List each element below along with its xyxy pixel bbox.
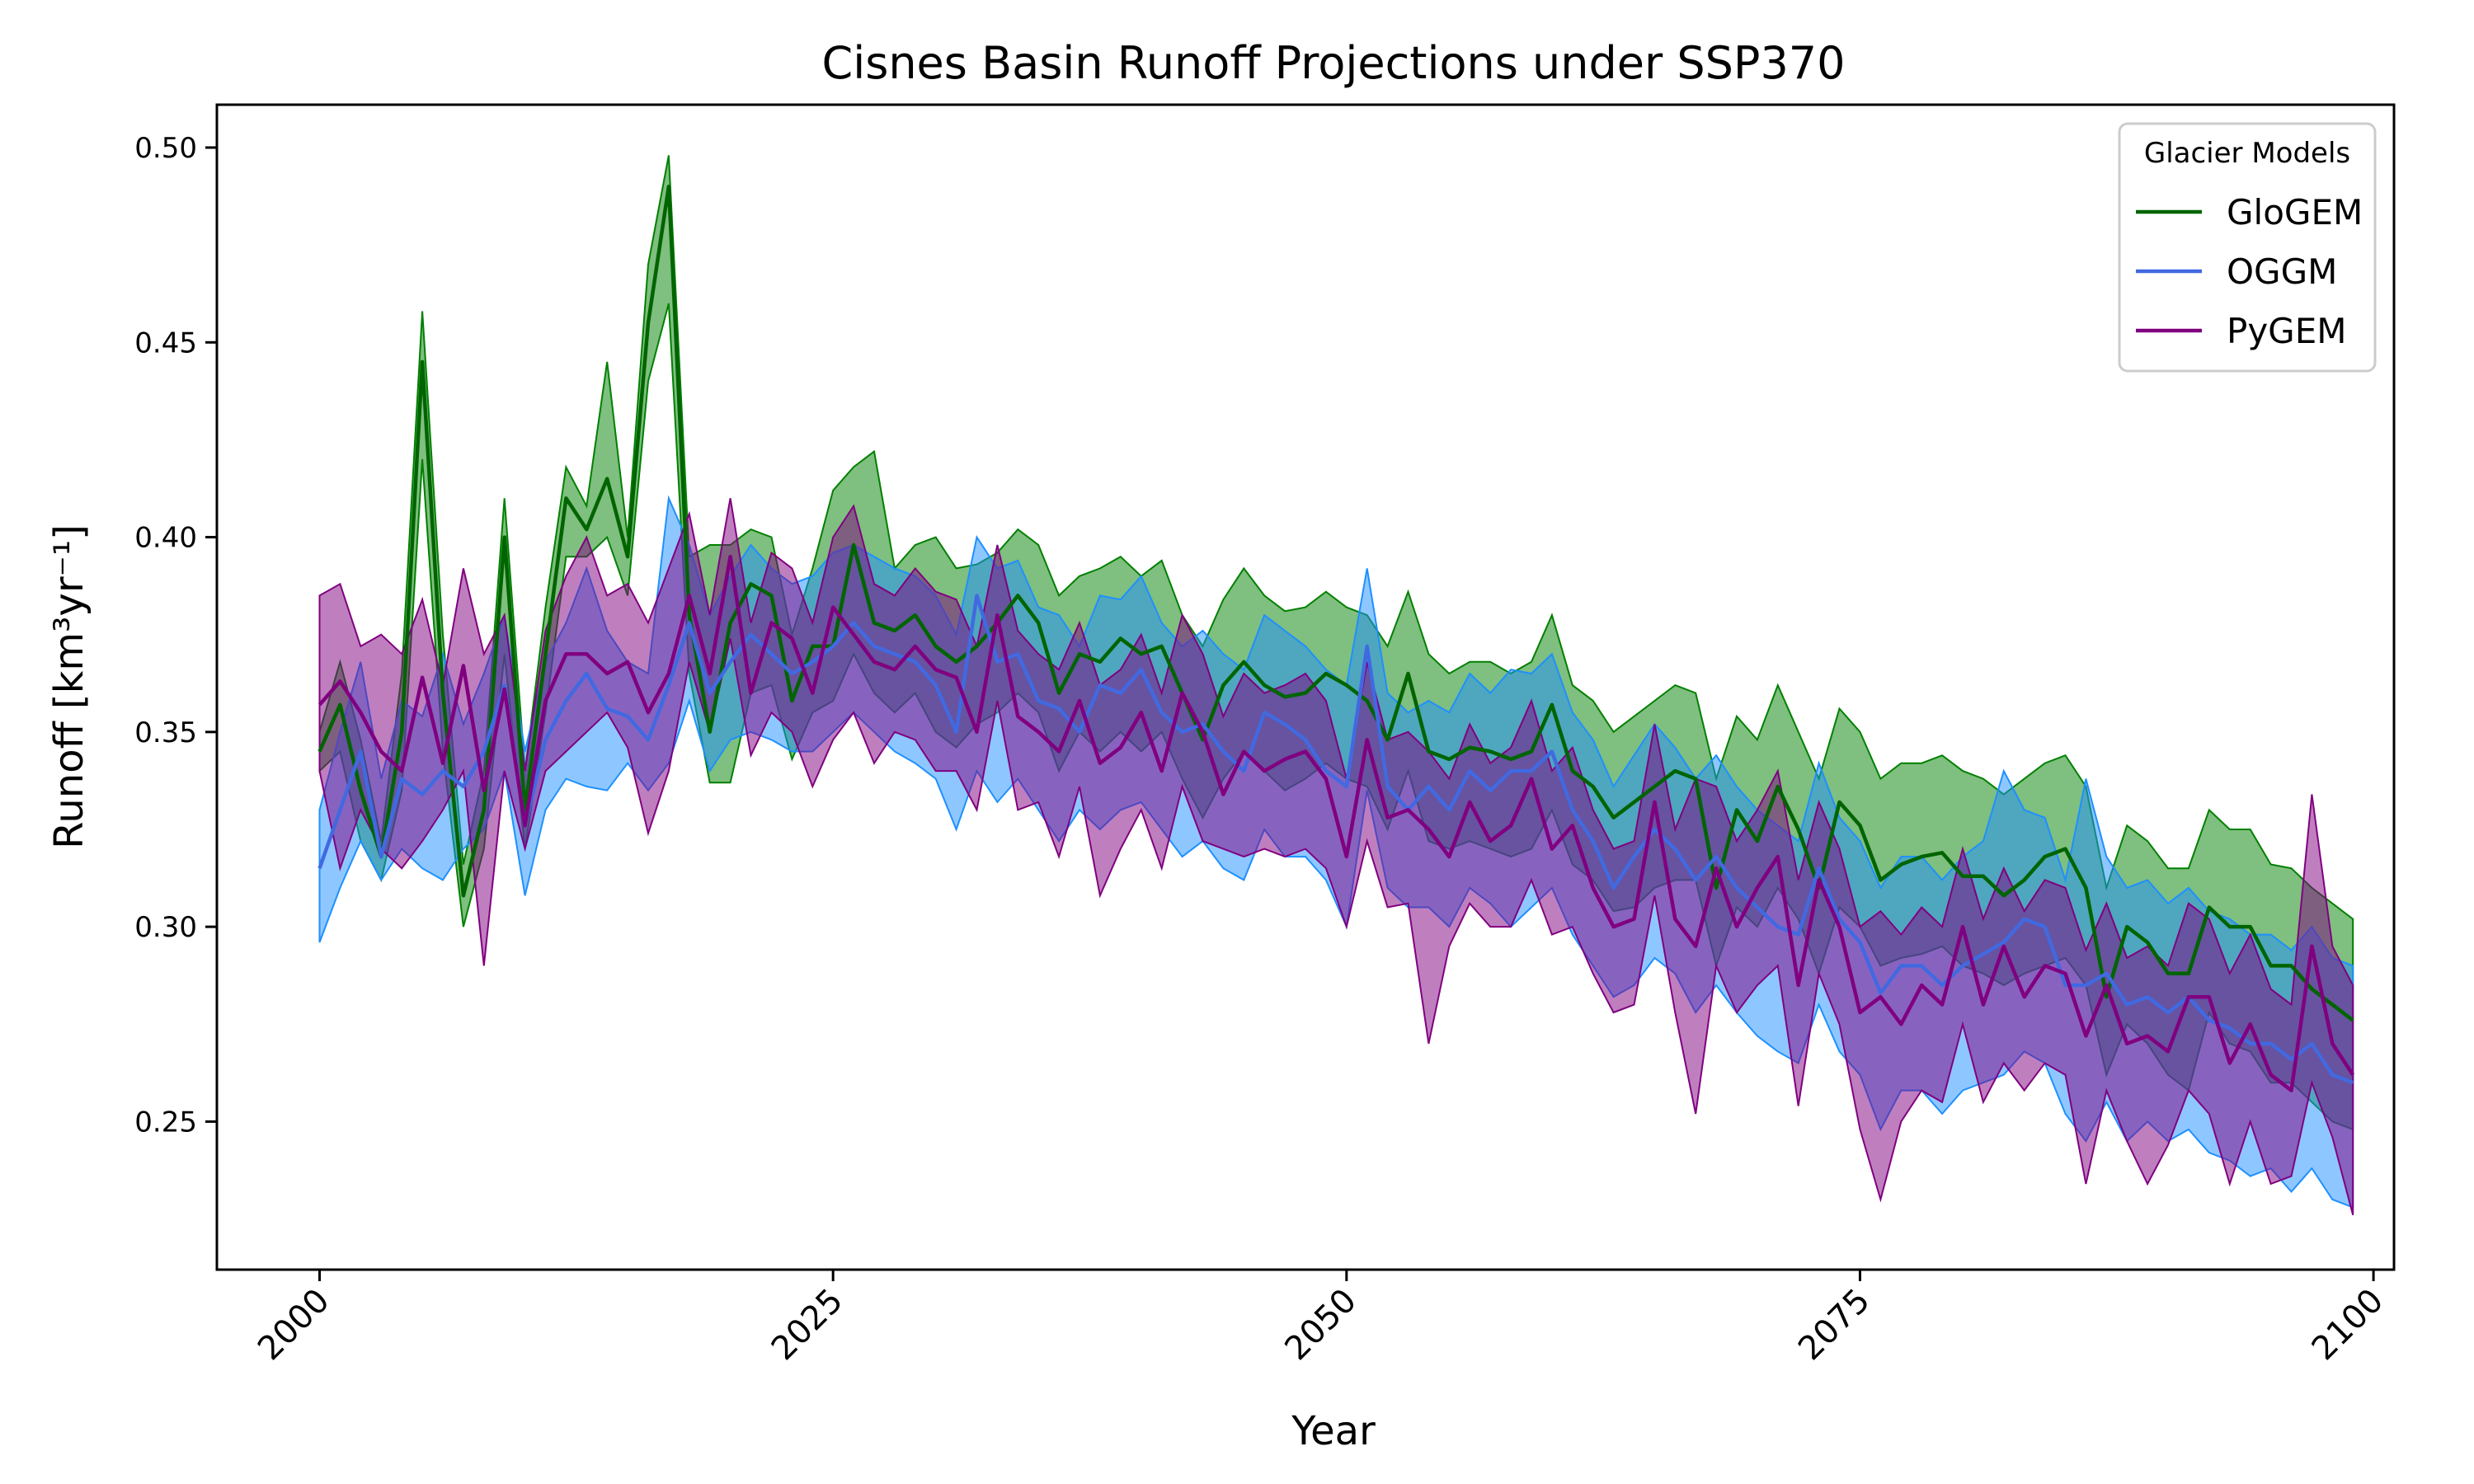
pygem-range-band: [318, 498, 2354, 1216]
x-axis-label: Year: [1291, 1408, 1376, 1454]
legend-entries: GloGEM OGGM PyGEM: [2136, 192, 2363, 351]
oggm-legend-label: OGGM: [2227, 251, 2337, 292]
plot-frame: [215, 103, 2396, 1271]
legend-title: Glacier Models: [2144, 137, 2350, 170]
oggm-series-line: [317, 594, 2354, 1085]
y-tick-label: 0.30: [134, 911, 197, 944]
y-tick-label: 0.50: [134, 132, 197, 165]
legend: Glacier Models GloGEM OGGM PyGEM: [2118, 122, 2377, 373]
pygem-series-line: [317, 554, 2355, 1092]
y-axis-label: Runoff [km³yr⁻¹]: [46, 524, 92, 849]
y-tick-label: 0.45: [134, 326, 197, 359]
y-axis: 0.25 0.30 0.35 0.40 0.45 0.50: [134, 132, 217, 1139]
y-tick-label: 0.25: [134, 1106, 197, 1139]
glogem-legend-label: GloGEM: [2227, 192, 2363, 232]
chart-title: Cisnes Basin Runoff Projections under SS…: [821, 37, 1845, 89]
legend-box: [2118, 122, 2377, 373]
plot-area: [317, 155, 2355, 1216]
glogem-series-line: [317, 184, 2354, 1022]
y-tick-label: 0.35: [134, 716, 197, 749]
y-tick-label: 0.40: [134, 522, 197, 555]
pygem-legend-label: PyGEM: [2227, 311, 2347, 351]
